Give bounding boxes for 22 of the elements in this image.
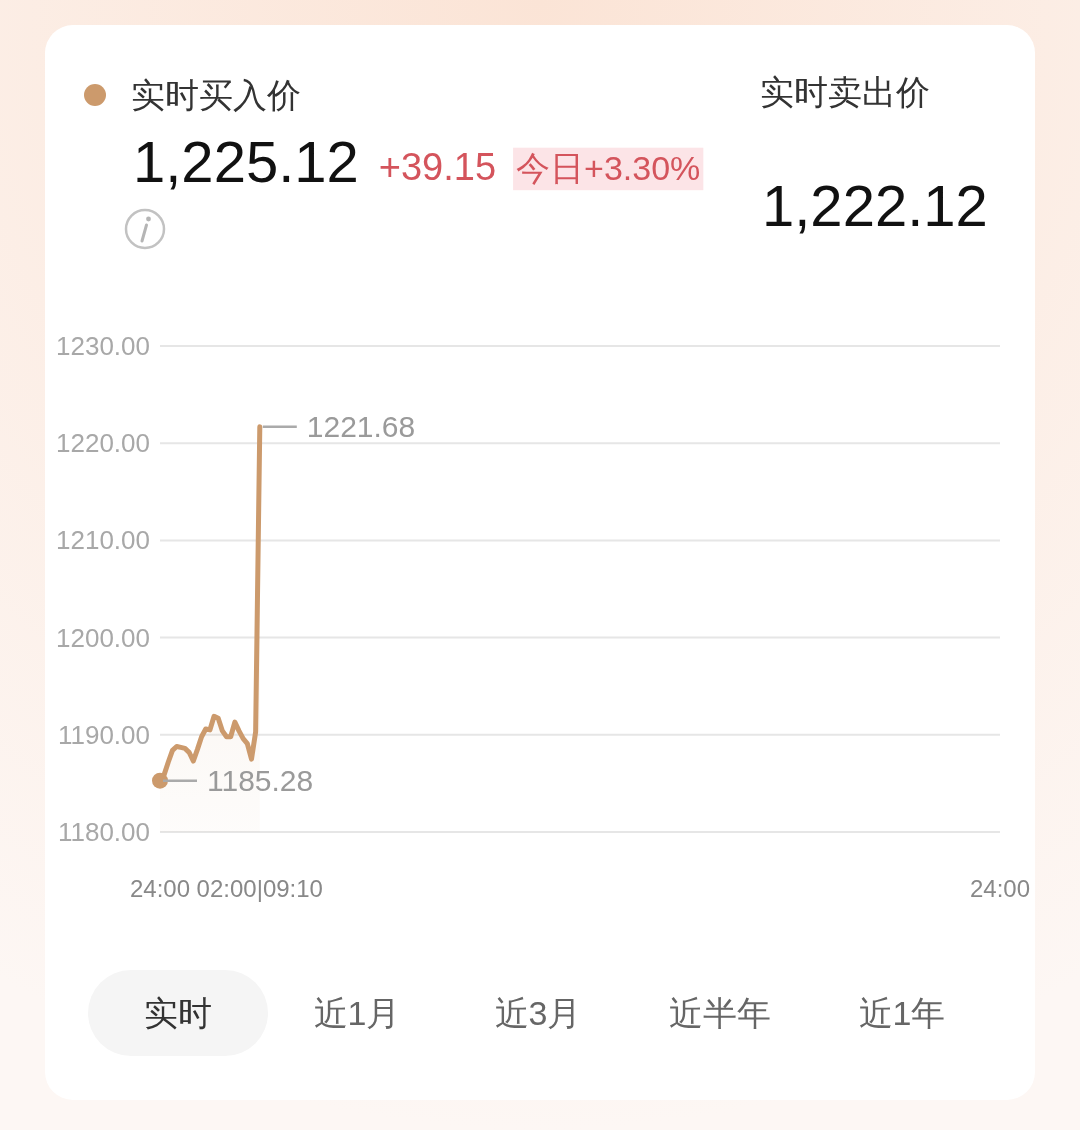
text: 今日+3.30%: [516, 149, 701, 187]
annotation: 1185.28: [207, 764, 314, 798]
y-tick-label: 1230.00: [56, 331, 150, 361]
y-tick-label: 1200.00: [56, 622, 150, 653]
x-tick-label: 02:00|09:10: [196, 874, 323, 902]
text: 实时: [144, 994, 212, 1032]
x-tick-label: 24:00: [969, 874, 1031, 902]
text: 1,225.12: [133, 129, 359, 194]
text: 近半年: [669, 994, 771, 1032]
y-tick-label: 1190.00: [57, 719, 150, 750]
text: 1,222.12: [762, 173, 988, 238]
y-tick-label: 1180.00: [57, 817, 150, 847]
text: 近3月: [494, 994, 582, 1032]
text: 近1年: [858, 994, 946, 1032]
text: +39.15: [378, 146, 497, 188]
legend-label: 实时买入价: [131, 76, 301, 114]
y-tick-label: 1210.00: [56, 525, 150, 556]
x-tick-label: 24:00: [129, 874, 191, 902]
y-tick-label: 1220.00: [56, 428, 150, 459]
annotation: 1221.68: [306, 410, 416, 444]
text: 近1月: [313, 994, 401, 1032]
text: 实时卖出价: [760, 73, 930, 111]
